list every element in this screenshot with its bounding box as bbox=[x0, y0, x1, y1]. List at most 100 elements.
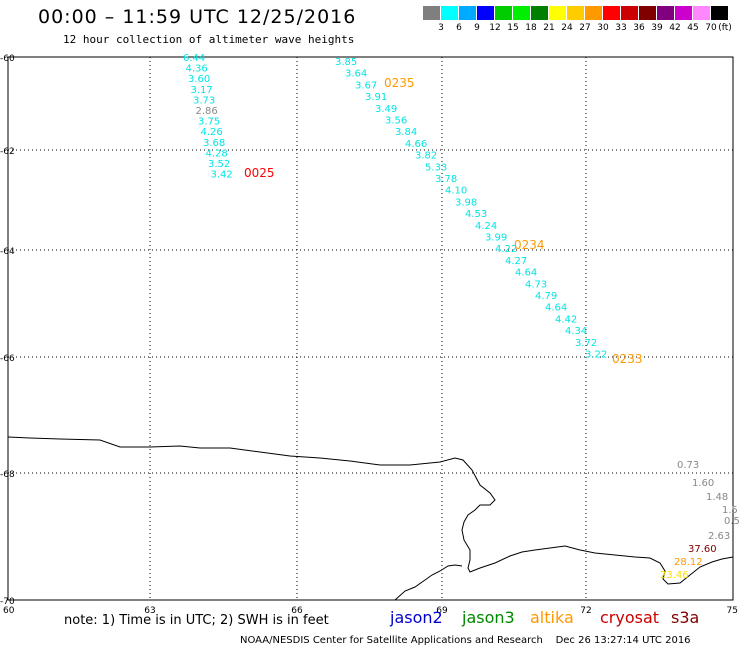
wave-height-value: 3.52 bbox=[208, 159, 230, 170]
colorbar-swatch bbox=[693, 6, 711, 20]
wave-height-value: 4.22 bbox=[495, 244, 517, 255]
wave-height-value: 28.12 bbox=[674, 557, 703, 568]
colorbar-swatch bbox=[531, 6, 549, 20]
pass-time-label: 0233 bbox=[612, 352, 643, 366]
latitude-label: -66 bbox=[0, 354, 15, 364]
colorbar-tick-label: 6 bbox=[456, 23, 462, 33]
wave-height-value: 3.73 bbox=[193, 95, 215, 106]
wave-height-value: 4.79 bbox=[535, 291, 557, 302]
satellite-legend-s3a: s3a bbox=[671, 608, 700, 627]
colorbar-swatch bbox=[549, 6, 567, 20]
wave-height-value: 3.75 bbox=[198, 117, 220, 128]
wave-height-value: 3.84 bbox=[395, 127, 417, 138]
latitude-label: -60 bbox=[0, 54, 15, 64]
colorbar-tick-label: 12 bbox=[489, 23, 501, 33]
wave-height-value: 0.5 bbox=[724, 516, 740, 527]
pass-time-markers: 0025 0235 0234 0233 bbox=[244, 76, 643, 366]
wave-height-value: 4.10 bbox=[445, 186, 467, 197]
credits-line: NOAA/NESDIS Center for Satellite Applica… bbox=[240, 635, 691, 646]
wave-height-value: 3.91 bbox=[365, 92, 387, 103]
colorbar-swatch bbox=[513, 6, 531, 20]
wave-height-value: 4.28 bbox=[206, 148, 228, 159]
colorbar-swatch bbox=[423, 6, 441, 20]
colorbar-swatch bbox=[675, 6, 693, 20]
wave-height-value: 4.27 bbox=[505, 256, 527, 267]
colorbar-swatch bbox=[459, 6, 477, 20]
colorbar-tick-label: 33 bbox=[615, 23, 627, 33]
colorbar-tick-label: 15 bbox=[507, 23, 519, 33]
pass-time-label: 0235 bbox=[384, 76, 415, 90]
satellite-legend-jason3: jason3 bbox=[462, 608, 515, 627]
wave-height-value: 3.82 bbox=[415, 151, 437, 162]
colorbar-swatch bbox=[477, 6, 495, 20]
wave-height-value: 3.98 bbox=[455, 197, 477, 208]
colorbar-swatch bbox=[495, 6, 513, 20]
wave-height-value: 4.34 bbox=[565, 326, 587, 337]
latitude-label: -64 bbox=[0, 247, 15, 257]
latitude-label: -62 bbox=[0, 147, 15, 157]
colorbar-swatch bbox=[639, 6, 657, 20]
map-title: 00:00 – 11:59 UTC 12/25/2016 bbox=[38, 6, 357, 28]
wave-height-value: 2.86 bbox=[196, 106, 218, 117]
wave-height-value: 4.64 bbox=[515, 268, 537, 279]
colorbar-tick-label: 42 bbox=[669, 23, 681, 33]
pass-time-label: 0025 bbox=[244, 166, 275, 180]
wave-height-value: 3.22 bbox=[585, 350, 607, 361]
colorbar-tick-label: 21 bbox=[543, 23, 555, 33]
latitude-label: -70 bbox=[0, 597, 15, 607]
wave-height-value: 3.67 bbox=[355, 80, 377, 91]
colorbar-tick-label: 70 bbox=[705, 23, 717, 33]
coastline-main bbox=[7, 436, 734, 585]
wave-height-value: 4.66 bbox=[405, 139, 427, 150]
wave-height-value: 3.49 bbox=[375, 104, 397, 115]
colorbar-swatch bbox=[567, 6, 585, 20]
wave-height-value: 4.24 bbox=[475, 221, 497, 232]
colorbar-swatch bbox=[711, 6, 729, 20]
colorbar-swatch bbox=[441, 6, 459, 20]
wave-height-value: 6.44 bbox=[183, 53, 205, 64]
wave-height-value: 37.60 bbox=[688, 544, 717, 555]
wave-height-value: 3.72 bbox=[575, 338, 597, 349]
wave-height-value: 4.42 bbox=[555, 314, 577, 325]
wave-height-value: 3.56 bbox=[385, 116, 407, 127]
wave-height-value: 0.73 bbox=[677, 460, 699, 471]
wave-height-value: 3.60 bbox=[188, 74, 210, 85]
antarctic-coastline bbox=[7, 436, 734, 601]
longitude-label: 72 bbox=[580, 606, 591, 616]
colorbar-tick-label: 45 bbox=[687, 23, 699, 33]
wave-height-value: 2.63 bbox=[708, 531, 730, 542]
satellite-legend-altika: altika bbox=[530, 608, 574, 627]
altimeter-track-values: 6.444.363.603.173.732.863.754.263.684.28… bbox=[183, 53, 740, 581]
longitude-label: 63 bbox=[144, 606, 155, 616]
wave-height-value: 3.17 bbox=[191, 85, 213, 96]
colorbar-swatch bbox=[657, 6, 675, 20]
wave-height-value: 4.26 bbox=[201, 127, 223, 138]
map-frame bbox=[7, 56, 734, 601]
colorbar-swatch bbox=[603, 6, 621, 20]
colorbar-swatch bbox=[621, 6, 639, 20]
wave-height-value: 1.5 bbox=[722, 505, 738, 516]
colorbar-tick-label: 9 bbox=[474, 23, 480, 33]
wave-height-value: 3.42 bbox=[211, 170, 233, 181]
wave-height-value: 3.64 bbox=[345, 69, 367, 80]
colorbar-tick-label: 30 bbox=[597, 23, 609, 33]
wave-height-value: 4.53 bbox=[465, 209, 487, 220]
footnote: note: 1) Time is in UTC; 2) SWH is in fe… bbox=[64, 613, 329, 628]
wave-height-value: 4.73 bbox=[525, 279, 547, 290]
wave-height-value: 3.99 bbox=[485, 233, 507, 244]
wave-height-value: 4.64 bbox=[545, 303, 567, 314]
wave-height-value: 1.60 bbox=[692, 478, 714, 489]
longitude-label: 66 bbox=[291, 606, 303, 616]
colorbar-tick-label: 39 bbox=[651, 23, 663, 33]
pass-time-label: 0234 bbox=[514, 238, 545, 252]
wave-height-value: 1.48 bbox=[706, 492, 728, 503]
colorbar-unit-label: (ft) bbox=[718, 23, 732, 33]
colorbar-tick-label: 18 bbox=[525, 23, 537, 33]
map-subtitle: 12 hour collection of altimeter wave hei… bbox=[63, 33, 355, 46]
satellite-legend-jason2: jason2 bbox=[390, 608, 443, 627]
colorbar-swatch bbox=[585, 6, 603, 20]
longitude-label: 75 bbox=[727, 606, 738, 616]
colorbar-tick-label: 36 bbox=[633, 23, 645, 33]
